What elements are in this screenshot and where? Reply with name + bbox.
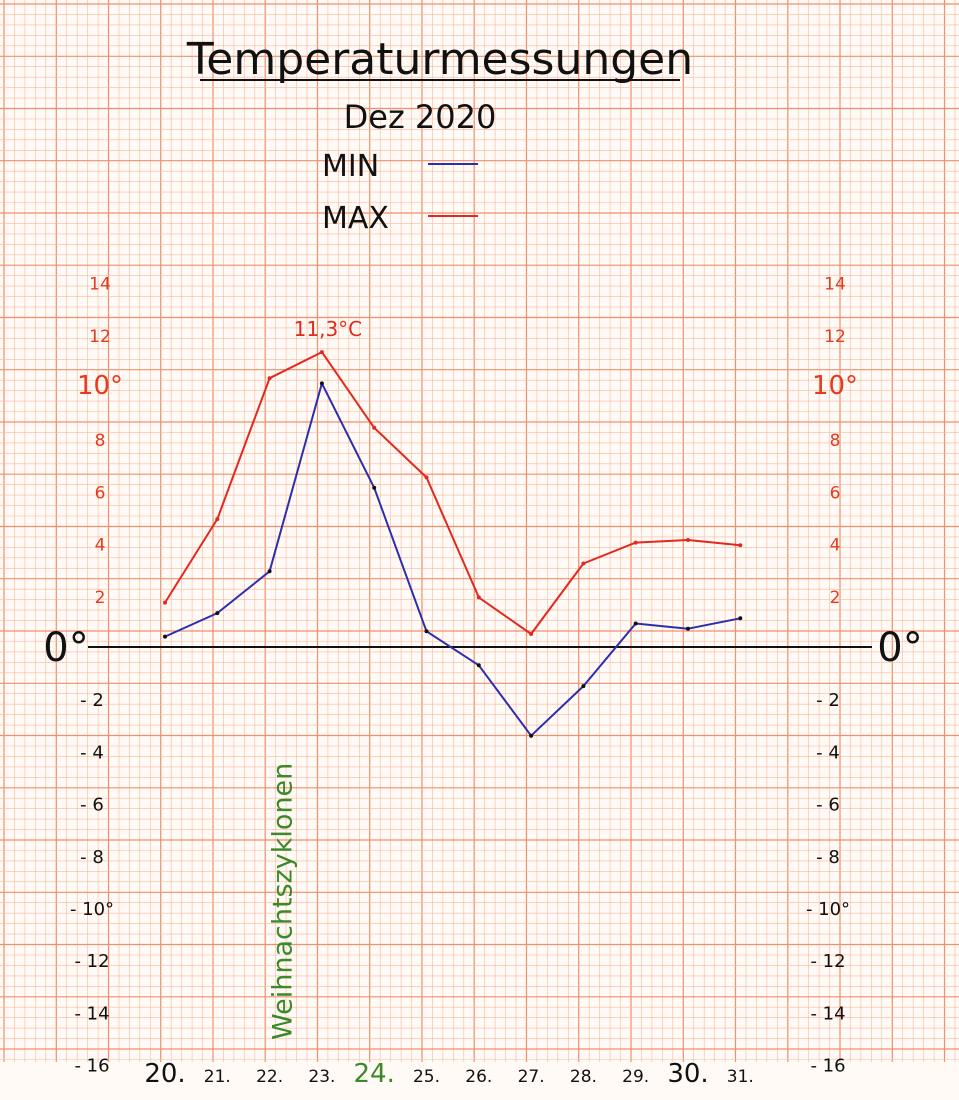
data-point-max bbox=[319, 350, 324, 355]
data-point-min bbox=[267, 569, 272, 574]
y-tick-label: - 6 bbox=[816, 795, 840, 816]
series-lines bbox=[163, 350, 743, 738]
y-tick-label: 10° bbox=[77, 371, 123, 401]
y-tick-label: - 12 bbox=[74, 951, 109, 972]
data-point-min bbox=[476, 663, 481, 668]
y-tick-label: - 14 bbox=[74, 1003, 109, 1024]
y-tick-label: 6 bbox=[95, 483, 106, 503]
y-tick-label: 14 bbox=[824, 275, 846, 295]
y-axis-ticks: 2 2 4 4 6 6 8 8 10° 10° 12 12 14 14 - 2 - 2 - 4 - 4 - 6 - 6… bbox=[43, 275, 922, 1077]
x-axis-ticks: 20. 21. 22. 23. 24. 25. 26. 27. 28. 29. 30. 31. bbox=[144, 1059, 754, 1089]
data-point-min bbox=[529, 733, 534, 738]
y-tick-label: - 4 bbox=[80, 742, 104, 763]
x-tick-label: 26. bbox=[465, 1067, 492, 1087]
data-point-max bbox=[581, 561, 586, 566]
data-point-min bbox=[163, 634, 167, 639]
y-tick-label: 12 bbox=[824, 327, 846, 347]
annotations: 11,3°C Weihnachtszyklonen bbox=[268, 317, 363, 1040]
y-tick-label: - 14 bbox=[810, 1003, 845, 1024]
data-point-min bbox=[372, 485, 377, 490]
annotation-peak: 11,3°C bbox=[294, 317, 363, 341]
y-tick-label: - 2 bbox=[816, 690, 840, 711]
zero-label: 0° bbox=[43, 625, 88, 671]
y-tick-label: 14 bbox=[89, 275, 111, 295]
x-tick-label: 30. bbox=[667, 1059, 708, 1089]
x-tick-label: 25. bbox=[413, 1067, 440, 1087]
y-tick-label: - 10° bbox=[70, 899, 114, 920]
x-tick-label: 22. bbox=[256, 1067, 283, 1087]
y-tick-label: 8 bbox=[830, 431, 841, 451]
legend: MIN MAX bbox=[322, 149, 478, 236]
y-tick-label: - 8 bbox=[80, 847, 104, 868]
data-point-max bbox=[476, 595, 481, 600]
data-point-min bbox=[319, 381, 324, 386]
chart-subtitle: Dez 2020 bbox=[344, 98, 497, 136]
data-point-max bbox=[424, 475, 429, 480]
data-point-max bbox=[529, 632, 534, 636]
chart-header: Temperaturmessungen Dez 2020 bbox=[186, 34, 693, 136]
y-tick-label: - 8 bbox=[816, 847, 840, 868]
data-point-min bbox=[633, 621, 638, 626]
y-tick-label: 2 bbox=[830, 588, 841, 608]
x-tick-label: 31. bbox=[727, 1067, 754, 1087]
x-tick-label: 24. bbox=[354, 1059, 395, 1089]
data-point-max bbox=[686, 538, 690, 542]
y-tick-label: 2 bbox=[95, 588, 106, 608]
y-tick-label: 4 bbox=[830, 536, 841, 556]
y-tick-label: - 12 bbox=[810, 951, 845, 972]
y-tick-label: - 4 bbox=[816, 742, 840, 763]
data-point-min bbox=[686, 626, 690, 631]
zero-label: 0° bbox=[877, 625, 922, 671]
data-point-max bbox=[163, 600, 167, 605]
x-tick-label: 21. bbox=[204, 1067, 231, 1087]
y-tick-label: 6 bbox=[830, 483, 841, 503]
y-tick-label: - 2 bbox=[80, 690, 104, 711]
y-tick-label: 4 bbox=[95, 536, 106, 556]
data-point-max bbox=[215, 517, 220, 522]
y-tick-label: - 16 bbox=[74, 1056, 109, 1077]
data-point-min bbox=[581, 684, 586, 689]
y-tick-label: - 10° bbox=[806, 899, 850, 920]
data-point-max bbox=[738, 543, 743, 548]
series-line-max bbox=[164, 351, 741, 635]
y-tick-label: 8 bbox=[95, 431, 106, 451]
series-line-min bbox=[164, 382, 741, 737]
x-tick-label: 23. bbox=[308, 1067, 335, 1087]
data-point-max bbox=[372, 425, 377, 430]
annotation-vertical: Weihnachtszyklonen bbox=[268, 763, 299, 1040]
x-tick-label: 27. bbox=[518, 1067, 545, 1087]
x-tick-label: 28. bbox=[570, 1067, 597, 1087]
data-point-min bbox=[738, 616, 743, 621]
legend-label-max: MAX bbox=[322, 201, 389, 236]
data-point-min bbox=[424, 629, 429, 634]
y-tick-label: - 16 bbox=[810, 1056, 845, 1077]
data-point-max bbox=[633, 540, 638, 545]
y-tick-label: 12 bbox=[89, 327, 111, 347]
x-tick-label: 20. bbox=[144, 1059, 185, 1089]
data-point-max bbox=[267, 376, 272, 381]
data-point-min bbox=[215, 611, 220, 616]
y-tick-label: 10° bbox=[812, 371, 858, 401]
chart-title: Temperaturmessungen bbox=[186, 34, 693, 85]
graph-paper-grid bbox=[0, 0, 959, 1062]
x-tick-label: 29. bbox=[622, 1067, 649, 1087]
legend-label-min: MIN bbox=[322, 149, 379, 184]
y-tick-label: - 6 bbox=[80, 795, 104, 816]
